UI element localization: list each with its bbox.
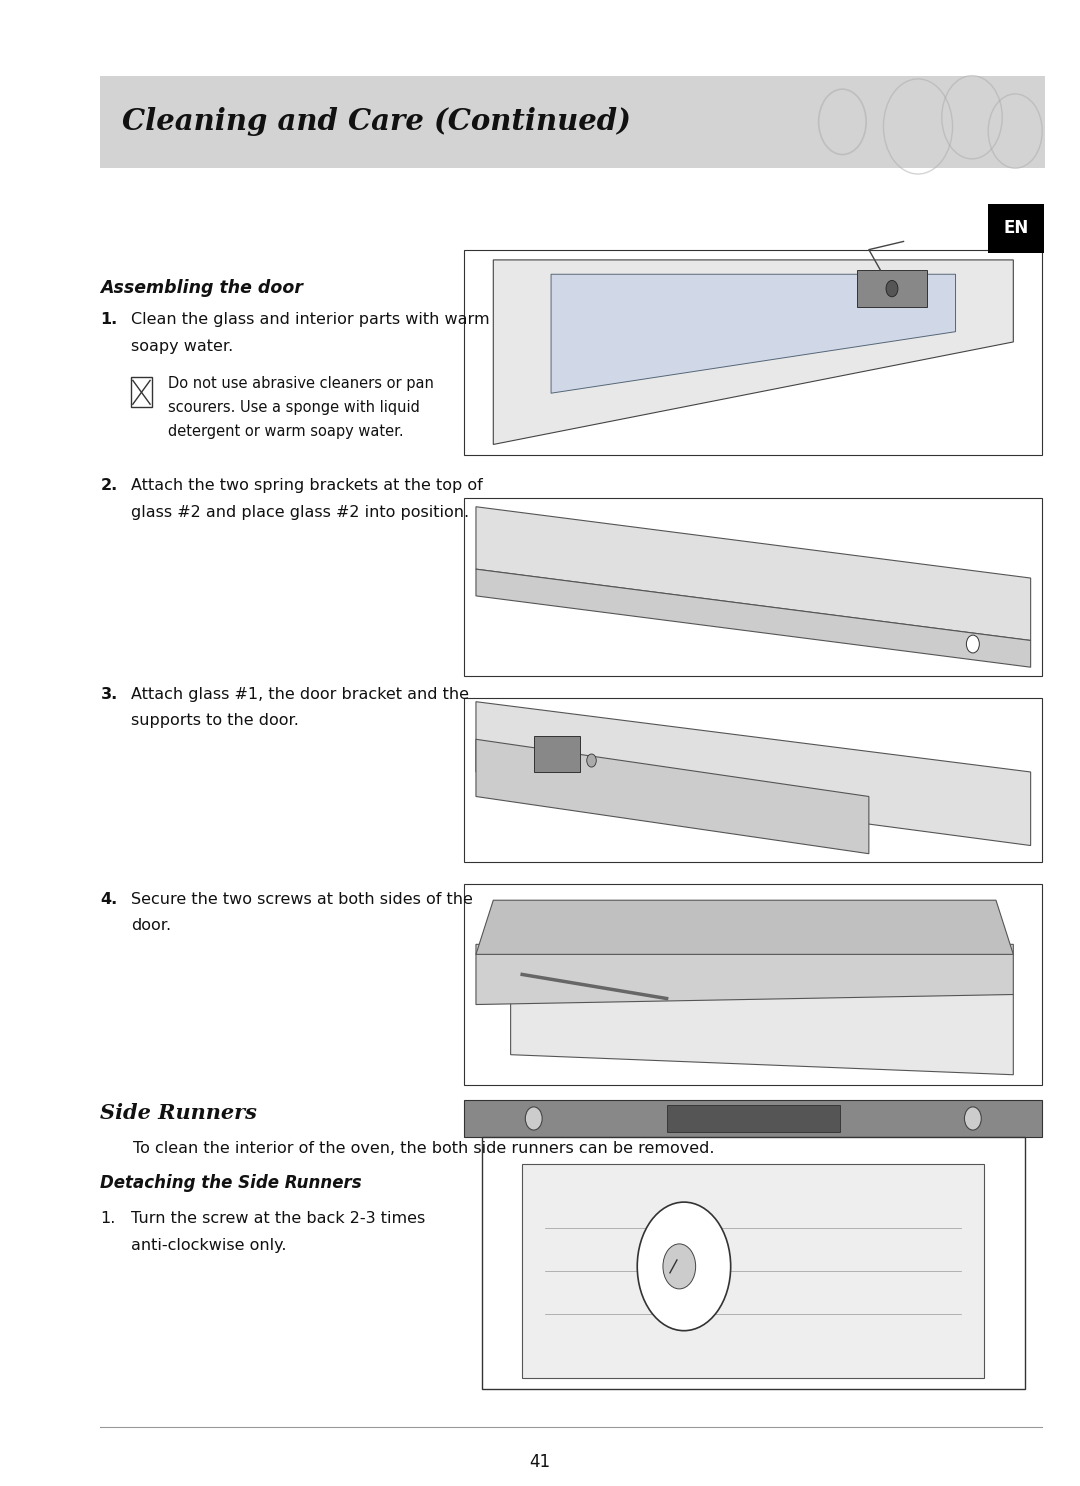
Text: Clean the glass and interior parts with warm: Clean the glass and interior parts with …	[131, 312, 489, 327]
Circle shape	[546, 737, 556, 750]
Bar	[131, 377, 152, 407]
Text: 1.: 1.	[100, 1211, 116, 1226]
Text: Assembling the door: Assembling the door	[100, 279, 303, 297]
Bar	[464, 250, 1042, 455]
Text: Side Runners: Side Runners	[100, 1103, 257, 1122]
Bar	[482, 1137, 1025, 1389]
Polygon shape	[476, 569, 1030, 667]
Text: Secure the two screws at both sides of the: Secure the two screws at both sides of t…	[131, 892, 473, 906]
Bar	[988, 204, 1044, 253]
Text: detergent or warm soapy water.: detergent or warm soapy water.	[168, 424, 404, 438]
Text: 3.: 3.	[100, 687, 118, 701]
Circle shape	[586, 753, 596, 767]
Text: Detaching the Side Runners: Detaching the Side Runners	[100, 1174, 362, 1192]
Text: To clean the interior of the oven, the both side runners can be removed.: To clean the interior of the oven, the b…	[133, 1141, 714, 1156]
Bar	[534, 736, 580, 773]
Polygon shape	[494, 260, 1013, 444]
Circle shape	[964, 1107, 982, 1129]
Polygon shape	[476, 901, 1013, 954]
Polygon shape	[551, 275, 956, 394]
Text: Do not use abrasive cleaners or pan: Do not use abrasive cleaners or pan	[168, 376, 434, 391]
Text: 2.: 2.	[100, 478, 118, 493]
Text: 41: 41	[529, 1453, 551, 1471]
Circle shape	[663, 1244, 696, 1288]
Text: Attach the two spring brackets at the top of: Attach the two spring brackets at the to…	[131, 478, 483, 493]
Text: 1.: 1.	[100, 312, 118, 327]
Circle shape	[525, 1107, 542, 1129]
Polygon shape	[476, 945, 1013, 1005]
Polygon shape	[476, 507, 1030, 640]
Text: Attach glass #1, the door bracket and the: Attach glass #1, the door bracket and th…	[131, 687, 469, 701]
Text: Turn the screw at the back 2-3 times: Turn the screw at the back 2-3 times	[131, 1211, 424, 1226]
Polygon shape	[476, 701, 1030, 846]
Polygon shape	[511, 975, 1013, 1074]
Text: EN: EN	[1003, 218, 1029, 238]
Text: anti-clockwise only.: anti-clockwise only.	[131, 1238, 286, 1253]
Bar	[858, 270, 927, 308]
Text: glass #2 and place glass #2 into position.: glass #2 and place glass #2 into positio…	[131, 505, 469, 520]
Text: scourers. Use a sponge with liquid: scourers. Use a sponge with liquid	[168, 400, 420, 415]
Bar	[523, 1164, 985, 1378]
Bar	[464, 884, 1042, 1085]
Circle shape	[637, 1202, 731, 1330]
Bar	[464, 498, 1042, 676]
Bar	[464, 698, 1042, 862]
Text: 4.: 4.	[100, 892, 118, 906]
Circle shape	[967, 635, 980, 652]
Bar	[464, 1100, 1042, 1137]
Polygon shape	[476, 740, 868, 853]
Bar	[100, 76, 1045, 168]
Text: door.: door.	[131, 918, 171, 933]
Text: soapy water.: soapy water.	[131, 339, 233, 354]
Bar	[666, 1106, 840, 1132]
Circle shape	[886, 281, 897, 297]
Text: Cleaning and Care (Continued): Cleaning and Care (Continued)	[122, 107, 631, 137]
Text: supports to the door.: supports to the door.	[131, 713, 298, 728]
